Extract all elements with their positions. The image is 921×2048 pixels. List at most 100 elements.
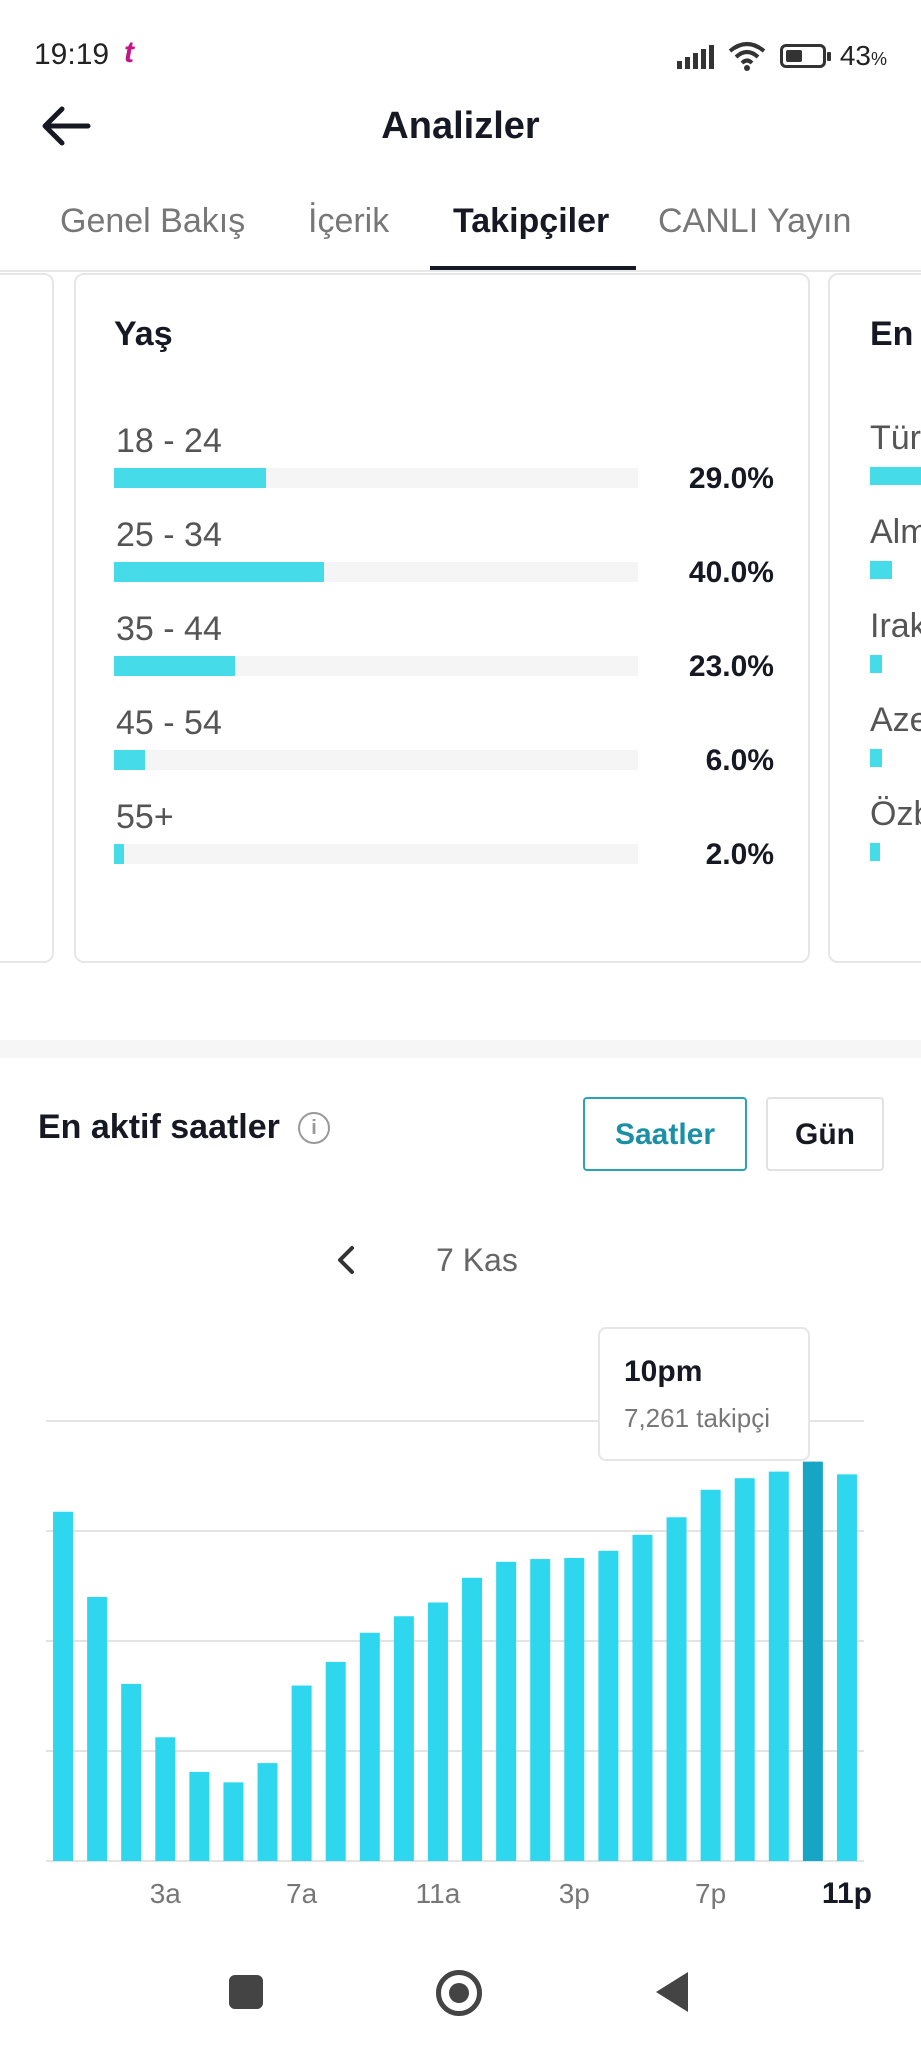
hour-bar[interactable] xyxy=(257,1763,278,1861)
age-label: 55+ xyxy=(116,798,174,836)
age-percent: 29.0% xyxy=(688,462,774,495)
next-card-bar xyxy=(870,467,921,485)
back-triangle-icon[interactable] xyxy=(656,1972,688,2012)
current-date: 7 Kas xyxy=(436,1242,518,1278)
age-bar-track xyxy=(114,562,638,582)
age-bar-track xyxy=(114,750,638,770)
age-bar-track xyxy=(114,844,638,864)
hour-bar[interactable] xyxy=(564,1557,585,1861)
age-row: 55+ 2.0% xyxy=(114,798,774,878)
status-right: 43% xyxy=(676,38,887,74)
age-label: 25 - 34 xyxy=(116,516,222,554)
page-title: Analizler xyxy=(381,105,540,147)
age-percent: 6.0% xyxy=(705,744,774,777)
status-time: 19:19 xyxy=(34,38,110,71)
hour-bar[interactable] xyxy=(121,1683,142,1861)
next-card-item: Aze xyxy=(870,701,921,739)
hour-bar[interactable] xyxy=(53,1511,74,1861)
battery-icon xyxy=(779,44,831,68)
age-row: 25 - 34 40.0% xyxy=(114,516,774,596)
hour-bar[interactable] xyxy=(291,1685,312,1861)
age-bar-fill xyxy=(114,750,146,770)
app-notification-icon: t xyxy=(124,36,134,69)
date-navigator: 7 Kas xyxy=(0,1236,921,1286)
hour-bar[interactable] xyxy=(802,1461,823,1861)
hour-bar[interactable] xyxy=(598,1550,619,1861)
age-card: Yaş 18 - 24 29.0% 25 - 34 40.0% 35 - 44 23.0%… xyxy=(74,273,810,963)
section-divider xyxy=(0,1040,921,1058)
hour-bar[interactable] xyxy=(768,1471,789,1861)
tab-followers[interactable]: Takipçiler xyxy=(453,202,610,240)
age-row: 35 - 44 23.0% xyxy=(114,610,774,690)
x-tick-label: 11a xyxy=(416,1878,461,1909)
hour-bar[interactable] xyxy=(223,1782,244,1861)
next-card-item: Özb xyxy=(870,795,921,833)
tooltip-value: 7,261 takipçi xyxy=(624,1403,770,1433)
next-card-item: Alm xyxy=(870,513,921,551)
next-card-title: En i xyxy=(870,315,921,353)
age-row: 45 - 54 6.0% xyxy=(114,704,774,784)
top-bar: Analizler xyxy=(0,90,921,180)
x-tick-label: 11p xyxy=(822,1877,872,1910)
x-tick-label: 7p xyxy=(695,1878,726,1909)
tab-overview[interactable]: Genel Bakış xyxy=(60,202,246,240)
next-card-bar xyxy=(870,655,882,673)
age-bar-fill xyxy=(114,844,125,864)
hour-bar[interactable] xyxy=(462,1577,483,1861)
info-icon[interactable]: i xyxy=(298,1112,330,1144)
chart-tooltip: 10pm 7,261 takipçi xyxy=(598,1327,810,1461)
hour-bar[interactable] xyxy=(325,1661,346,1861)
hour-bar[interactable] xyxy=(87,1597,108,1861)
age-percent: 2.0% xyxy=(705,838,774,871)
home-circle-icon[interactable] xyxy=(436,1970,482,2016)
age-row: 18 - 24 29.0% xyxy=(114,422,774,502)
next-card-bar xyxy=(870,561,892,579)
age-percent: 40.0% xyxy=(688,556,774,589)
age-label: 35 - 44 xyxy=(116,610,222,648)
next-card[interactable]: En i Tür Alm Irak Aze Özb xyxy=(828,273,921,963)
hours-button[interactable]: Saatler xyxy=(583,1097,747,1171)
active-tab-indicator xyxy=(430,266,636,270)
hour-bar[interactable] xyxy=(700,1489,721,1861)
chevron-left-icon[interactable] xyxy=(334,1240,358,1280)
back-arrow-icon[interactable] xyxy=(36,96,96,156)
hour-bar[interactable] xyxy=(632,1534,653,1861)
hour-bar[interactable] xyxy=(359,1632,380,1861)
active-hours-title: En aktif saatler xyxy=(38,1108,280,1146)
x-tick-label: 3a xyxy=(150,1878,182,1909)
wifi-icon xyxy=(728,42,766,71)
day-button[interactable]: Gün xyxy=(766,1097,884,1171)
hour-bar[interactable] xyxy=(155,1737,176,1861)
system-nav-bar xyxy=(0,1950,921,2048)
previous-card[interactable] xyxy=(0,273,54,963)
active-hours-chart: 3a 7a 11a 3p 7p 11p xyxy=(46,1420,872,1910)
hour-bar[interactable] xyxy=(530,1559,551,1861)
hour-bar[interactable] xyxy=(427,1602,448,1862)
age-bar-fill xyxy=(114,656,235,676)
square-icon[interactable] xyxy=(229,1975,263,2009)
age-bar-track xyxy=(114,656,638,676)
next-card-item: Irak xyxy=(870,607,921,645)
hour-bar[interactable] xyxy=(666,1517,687,1861)
hour-bar[interactable] xyxy=(836,1474,857,1861)
tab-content[interactable]: İçerik xyxy=(308,202,390,240)
hour-bar[interactable] xyxy=(189,1771,210,1861)
age-card-title: Yaş xyxy=(114,315,173,353)
hour-bar[interactable] xyxy=(734,1478,755,1861)
age-label: 45 - 54 xyxy=(116,704,222,742)
age-bar-track xyxy=(114,468,638,488)
next-card-bar xyxy=(870,749,882,767)
tab-live[interactable]: CANLI Yayın xyxy=(658,202,852,240)
tooltip-time: 10pm xyxy=(624,1355,703,1388)
hour-bar[interactable] xyxy=(393,1616,414,1861)
age-label: 18 - 24 xyxy=(116,422,222,460)
next-card-item: Tür xyxy=(870,419,921,457)
tab-bar: Genel Bakış İçerik Takipçiler CANLI Yayı… xyxy=(0,180,921,272)
x-tick-label: 7a xyxy=(286,1878,318,1909)
signal-icon xyxy=(676,43,714,69)
age-bar-fill xyxy=(114,468,266,488)
age-percent: 23.0% xyxy=(688,650,774,683)
next-card-bar xyxy=(870,843,880,861)
age-bar-fill xyxy=(114,562,324,582)
hour-bar[interactable] xyxy=(496,1561,517,1861)
